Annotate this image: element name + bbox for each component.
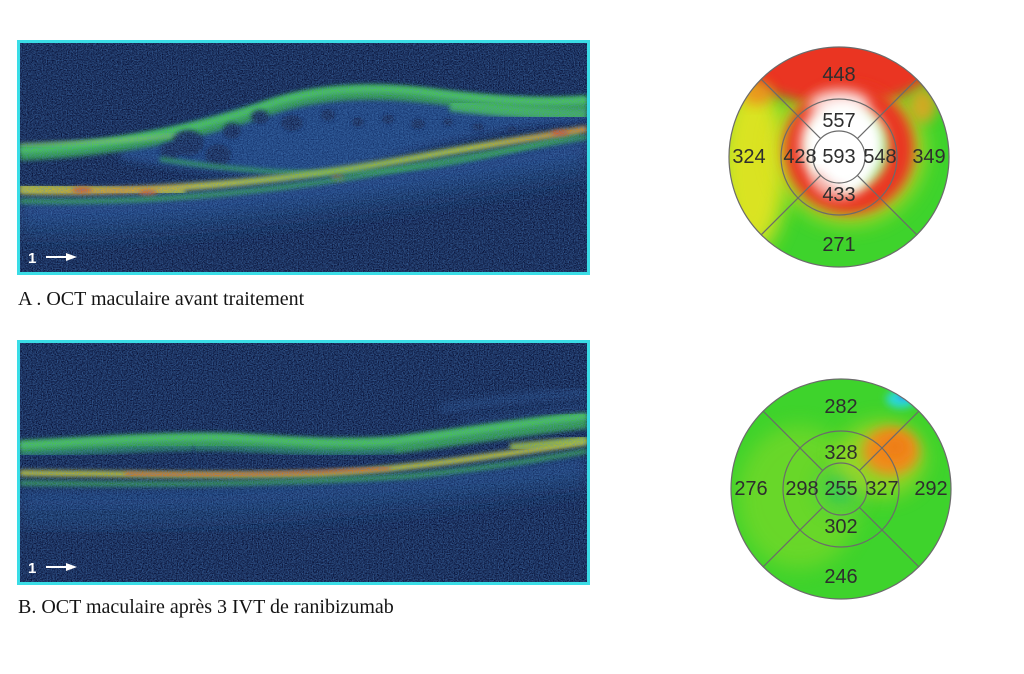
- map-a-value-outer-left: 324: [732, 146, 765, 168]
- map-b-value-outer-bottom: 246: [824, 566, 857, 588]
- thickness-map-a: 448 557 324 428 593 548 349 433 271: [728, 46, 950, 268]
- scan-a-scale-label: 1: [28, 250, 36, 267]
- map-a-grid: [728, 46, 950, 268]
- map-b-value-outer-left: 276: [734, 478, 767, 500]
- scan-a-scale: 1: [28, 250, 77, 267]
- map-b-value-outer-top: 282: [824, 396, 857, 418]
- map-b-value-center: 255: [824, 478, 857, 500]
- map-a-value-center: 593: [822, 146, 855, 168]
- map-a-value-inner-left: 428: [783, 146, 816, 168]
- oct-scan-a-image: 1: [20, 43, 587, 272]
- map-a-value-inner-top: 557: [822, 110, 855, 132]
- map-b-value-inner-right: 327: [865, 478, 898, 500]
- map-a-value-outer-right: 349: [912, 146, 945, 168]
- caption-a: A . OCT maculaire avant traitement: [18, 288, 305, 310]
- scan-b-scale-label: 1: [28, 560, 36, 577]
- oct-scan-b: 1: [17, 340, 590, 585]
- map-b-value-inner-left: 298: [785, 478, 818, 500]
- oct-scan-a: 1: [17, 40, 590, 275]
- oct-scan-b-image: 1: [20, 343, 587, 582]
- map-a-value-outer-bottom: 271: [822, 234, 855, 256]
- scan-b-scale: 1: [28, 560, 77, 577]
- map-b-value-outer-right: 292: [914, 478, 947, 500]
- map-b-value-inner-bottom: 302: [824, 516, 857, 538]
- thickness-map-b: 282 328 276 298 255 327 292 302 246: [730, 378, 952, 600]
- scan-a-speckle-noise: [20, 43, 587, 272]
- map-b-grid: [730, 378, 952, 600]
- map-a-values: 448 557 324 428 593 548 349 433 271: [732, 64, 945, 256]
- map-a-value-inner-bottom: 433: [822, 184, 855, 206]
- scan-b-speckle-noise: [20, 343, 587, 582]
- map-b-value-inner-top: 328: [824, 442, 857, 464]
- map-a-value-inner-right: 548: [863, 146, 896, 168]
- map-a-value-outer-top: 448: [822, 64, 855, 86]
- scale-arrow-icon: [46, 563, 77, 571]
- scale-arrow-icon: [46, 253, 77, 261]
- map-b-values: 282 328 276 298 255 327 292 302 246: [734, 396, 947, 588]
- caption-b: B. OCT maculaire après 3 IVT de ranibizu…: [18, 596, 394, 618]
